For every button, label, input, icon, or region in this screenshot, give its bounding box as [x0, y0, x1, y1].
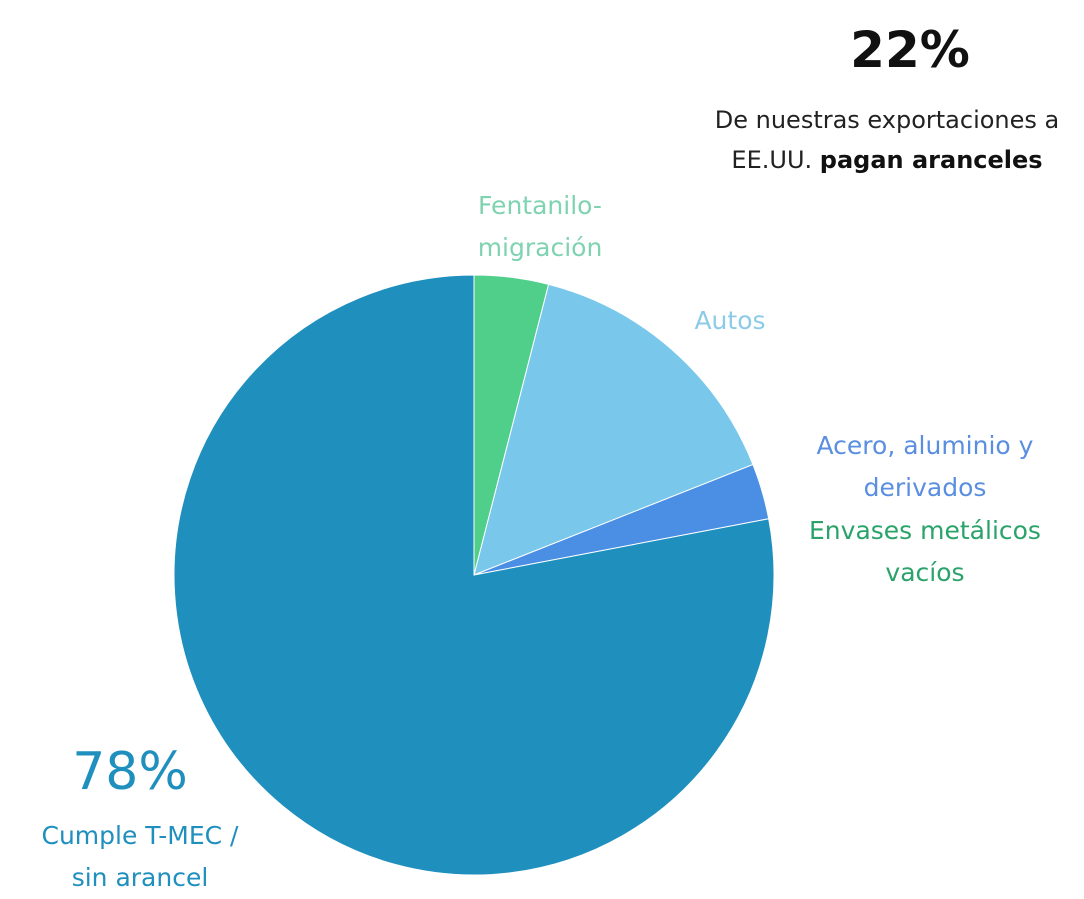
slice-label: Autos [694, 306, 766, 335]
annotation-value: 22% [850, 21, 970, 79]
value-label: 78% [72, 742, 188, 802]
slice-label: Acero, aluminio y derivados [816, 431, 1034, 502]
pie-slice [473, 283, 754, 576]
pie-slice [173, 274, 775, 876]
caption-bold: pagan aranceles [819, 146, 1043, 174]
caption-text: De nuestras exportaciones a EE.UU. [714, 106, 1060, 174]
annotation-caption: De nuestras exportaciones a EE.UU. pagan… [690, 100, 1084, 180]
slice-label: Cumple T-MEC / sin arancel [41, 821, 239, 892]
slice-label: Fentanilo-migración [477, 191, 603, 262]
extra-label: Envases metálicos vacíos [809, 516, 1041, 587]
